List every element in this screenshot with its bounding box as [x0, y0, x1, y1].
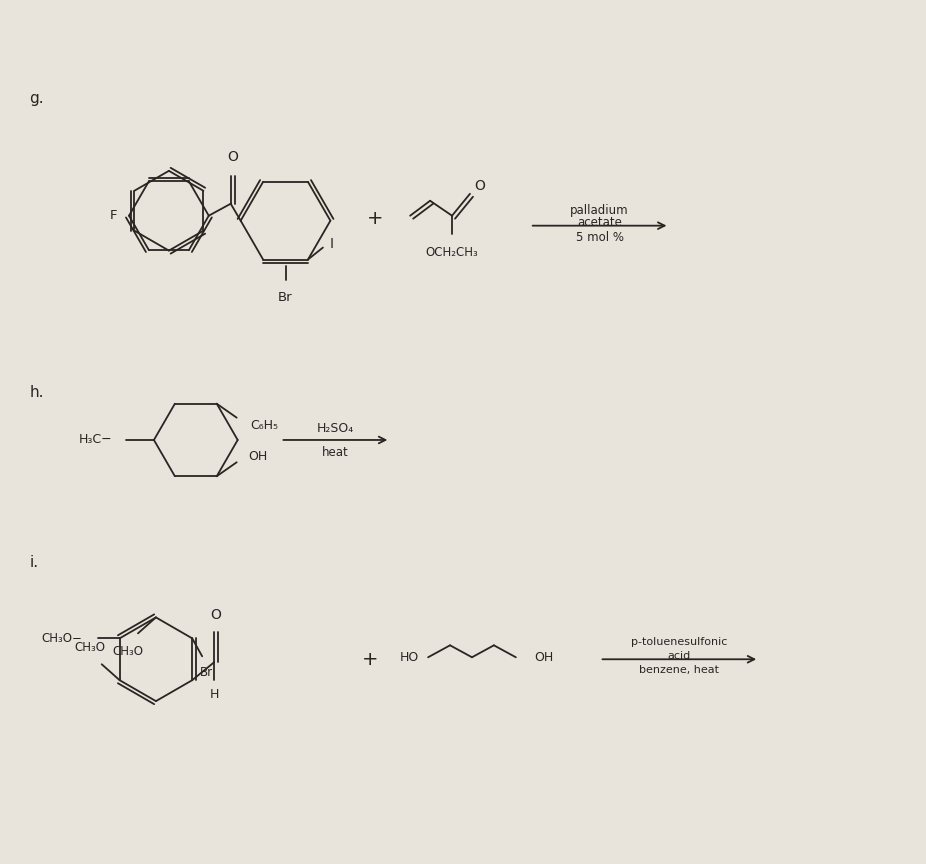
Text: i.: i. — [30, 555, 39, 569]
Text: HO: HO — [400, 651, 419, 664]
Text: palladium: palladium — [570, 204, 629, 217]
Text: OH: OH — [533, 651, 553, 664]
Text: p-toluenesulfonic: p-toluenesulfonic — [632, 638, 728, 647]
Text: C₆H₅: C₆H₅ — [251, 419, 279, 432]
Text: F: F — [109, 209, 117, 222]
Text: +: + — [367, 209, 383, 228]
Text: OCH₂CH₃: OCH₂CH₃ — [426, 245, 479, 258]
Text: O: O — [211, 608, 221, 622]
Text: Br: Br — [200, 666, 213, 679]
Text: H: H — [209, 688, 219, 702]
Text: H₂SO₄: H₂SO₄ — [317, 422, 354, 435]
Text: benzene, heat: benzene, heat — [639, 665, 720, 676]
Text: Br: Br — [278, 291, 293, 304]
Text: acetate: acetate — [577, 216, 622, 229]
Text: CH₃O−: CH₃O− — [41, 632, 81, 645]
Text: g.: g. — [30, 91, 44, 106]
Text: 5 mol %: 5 mol % — [576, 232, 623, 245]
Text: O: O — [474, 179, 485, 193]
Text: +: + — [362, 650, 379, 669]
Text: acid: acid — [668, 651, 691, 661]
Text: CH₃O: CH₃O — [112, 645, 144, 658]
Text: h.: h. — [30, 385, 44, 400]
Text: heat: heat — [322, 447, 349, 460]
Text: OH: OH — [249, 450, 268, 463]
Text: I: I — [330, 237, 334, 251]
Text: H₃C−: H₃C− — [79, 434, 112, 447]
Text: CH₃O: CH₃O — [74, 641, 106, 654]
Text: O: O — [227, 149, 238, 164]
